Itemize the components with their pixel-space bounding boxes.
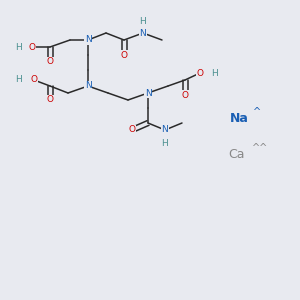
Text: O: O	[121, 50, 128, 59]
Text: O: O	[182, 91, 188, 100]
Text: ^: ^	[253, 107, 261, 117]
Text: H: H	[140, 17, 146, 26]
Text: Na: Na	[230, 112, 249, 124]
Text: ^^: ^^	[252, 143, 268, 153]
Text: O: O	[28, 43, 35, 52]
Text: H: H	[162, 139, 168, 148]
Text: N: N	[85, 35, 92, 44]
Text: O: O	[196, 68, 203, 77]
Text: N: N	[140, 28, 146, 38]
Text: H: H	[15, 76, 21, 85]
Text: H: H	[15, 43, 21, 52]
Text: O: O	[31, 76, 38, 85]
Text: O: O	[46, 95, 53, 104]
Text: Ca: Ca	[228, 148, 244, 161]
Text: N: N	[162, 125, 168, 134]
Text: N: N	[85, 82, 92, 91]
Text: H: H	[212, 68, 218, 77]
Text: N: N	[145, 88, 152, 98]
Text: O: O	[128, 125, 136, 134]
Text: O: O	[46, 58, 53, 67]
